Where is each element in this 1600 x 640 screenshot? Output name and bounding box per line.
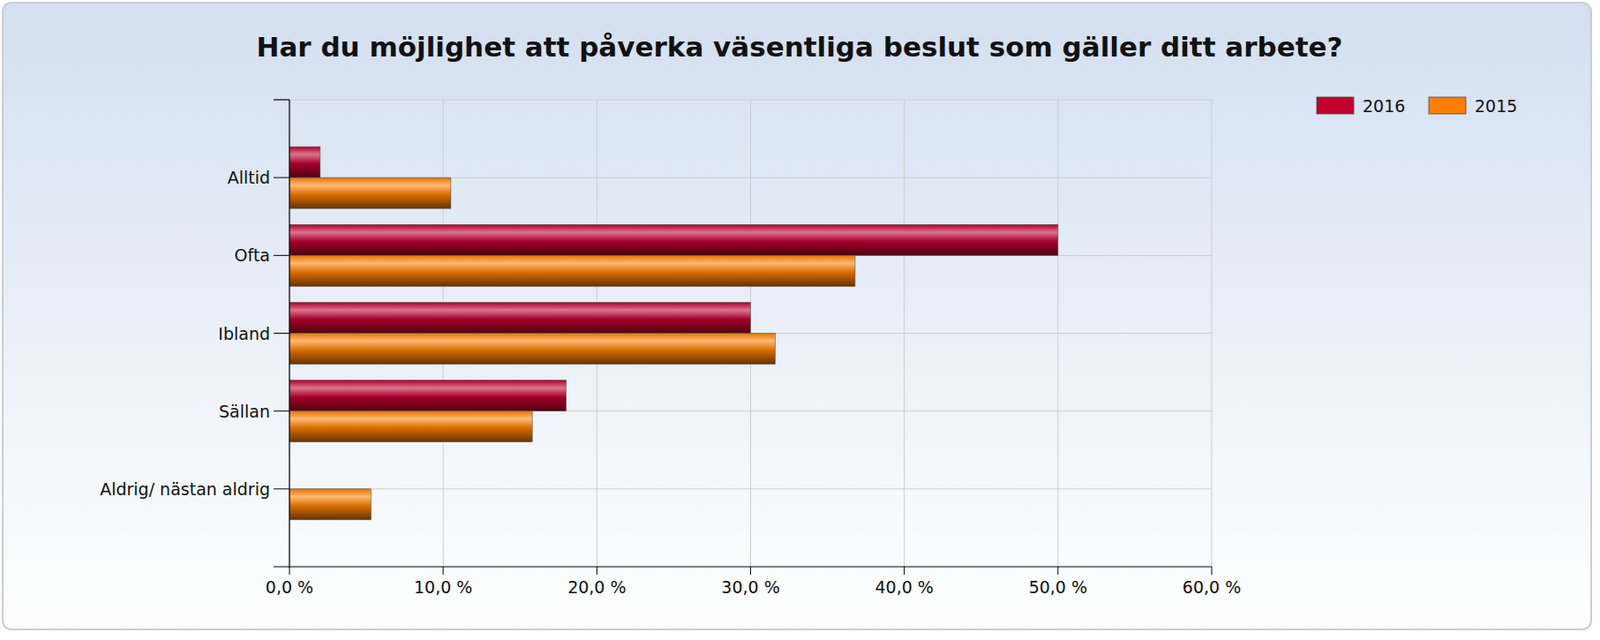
tick-label: 30,0 %	[721, 577, 780, 597]
axis-tick	[1211, 566, 1213, 575]
axis-tick	[443, 566, 444, 575]
axis-tick	[273, 177, 290, 179]
tick-label: 0,0 %	[265, 577, 314, 597]
bar	[289, 333, 775, 365]
legend-label: 2015	[1474, 96, 1518, 116]
category-label: Sällan	[218, 401, 271, 421]
axis-tick	[903, 566, 905, 575]
tick-label: 20,0 %	[567, 577, 626, 597]
tick-label: 40,0 %	[874, 577, 933, 597]
category-label: Ibland	[217, 323, 271, 344]
title: Har du möjlighet att påverka väsentliga …	[255, 30, 1343, 63]
tick-label: 10,0 %	[413, 577, 473, 597]
axis-tick	[596, 566, 598, 575]
axis-tick	[273, 410, 290, 412]
axis-tick	[289, 566, 291, 575]
axis-tick	[750, 566, 752, 575]
bar	[289, 380, 567, 412]
x-axis	[273, 565, 1212, 567]
axis-tick	[273, 332, 290, 334]
legend-swatch	[1428, 97, 1466, 114]
background	[2, 2, 1592, 630]
bar	[289, 255, 856, 286]
axis-tick	[273, 98, 290, 100]
bar	[289, 224, 1059, 256]
axis-tick	[273, 255, 290, 256]
category-label: Alltid	[227, 167, 271, 188]
grid-line	[289, 488, 1212, 489]
tick-label: 60,0 %	[1182, 577, 1241, 597]
legend-label: 2016	[1362, 96, 1405, 116]
grid-line	[289, 99, 1212, 101]
bars	[289, 146, 1059, 520]
bar	[289, 488, 371, 520]
bar	[289, 177, 451, 209]
bar	[289, 302, 752, 334]
axis-tick	[1057, 566, 1059, 575]
legend-swatch	[1316, 97, 1354, 114]
category-label: Aldrig/ nästan aldrig	[99, 479, 271, 499]
bar	[289, 146, 321, 178]
tick-label: 50,0 %	[1029, 577, 1088, 597]
category-label: Ofta	[234, 245, 271, 265]
axis-tick	[273, 488, 290, 489]
chart: Har du möjlighet att påverka väsentliga …	[0, 0, 1600, 640]
bar	[289, 411, 533, 443]
